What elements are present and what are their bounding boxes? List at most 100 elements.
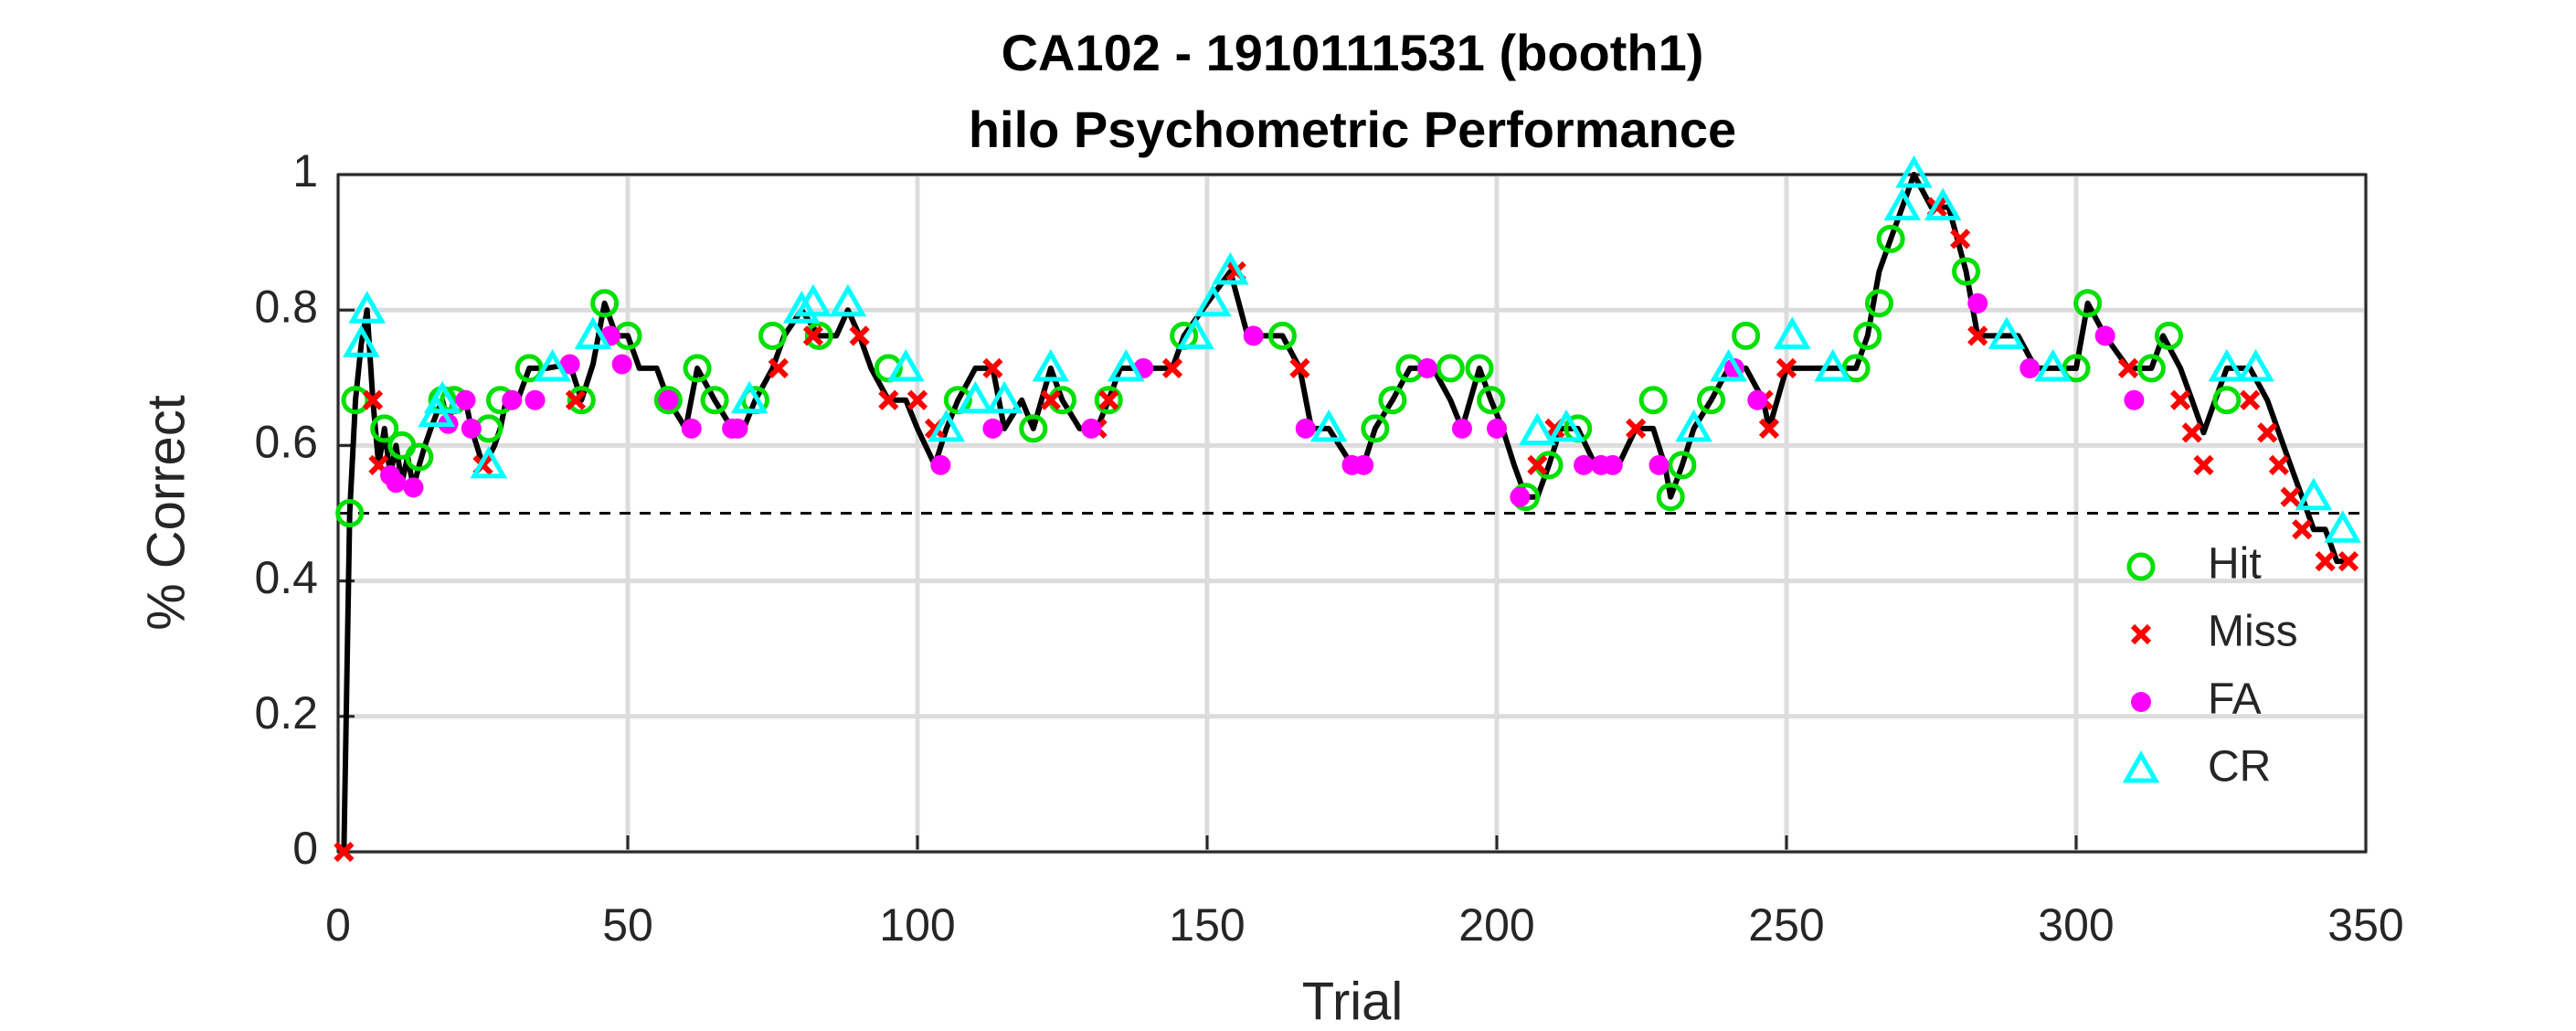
cr-marker	[2295, 477, 2333, 511]
hit-marker	[1638, 386, 1668, 415]
y-tick-label: 1	[292, 145, 318, 197]
fa-marker	[1648, 454, 1670, 475]
hit-marker	[683, 354, 712, 383]
miss-marker	[768, 357, 789, 379]
cr-marker	[2237, 348, 2274, 382]
fa-marker	[386, 473, 407, 494]
hit-marker	[700, 386, 729, 415]
miss-marker	[1527, 454, 1548, 476]
miss-marker	[2130, 623, 2152, 645]
fa-marker	[403, 477, 424, 498]
fa-marker	[2131, 692, 2151, 712]
hit-marker	[341, 386, 370, 415]
hit-marker	[1465, 354, 1494, 383]
miss-marker	[1626, 418, 1647, 439]
cr-marker	[1519, 412, 1556, 446]
miss-marker	[2280, 486, 2301, 507]
chart-subtitle: hilo Psychometric Performance	[969, 101, 1736, 158]
hit-marker	[1864, 289, 1893, 318]
x-tick-label: 100	[879, 899, 955, 951]
cr-marker	[985, 380, 1023, 414]
miss-marker	[1161, 357, 1183, 379]
y-axis-label: % Correct	[136, 395, 196, 631]
cr-marker	[348, 291, 387, 324]
cr-marker	[423, 380, 461, 414]
miss-marker	[906, 389, 928, 410]
miss-marker	[849, 325, 870, 346]
hit-marker	[1019, 414, 1048, 443]
fa-marker	[502, 389, 523, 410]
fa-marker	[1451, 418, 1472, 439]
hit-marker	[1841, 354, 1871, 383]
fa-marker	[658, 389, 679, 410]
miss-marker	[2240, 389, 2261, 410]
hit-marker	[1697, 386, 1726, 415]
hit-marker	[1477, 386, 1506, 415]
hit-marker	[405, 442, 434, 472]
miss-marker	[334, 841, 355, 863]
x-tick-label: 0	[325, 899, 351, 951]
fa-marker	[982, 418, 1003, 439]
hit-marker	[590, 289, 620, 318]
hit-marker	[1436, 354, 1465, 383]
legend-label: Miss	[2208, 608, 2298, 656]
cr-marker	[829, 283, 867, 317]
miss-marker	[1289, 357, 1310, 379]
cr-marker	[794, 283, 832, 317]
cr-marker	[2208, 348, 2246, 382]
fa-marker	[1353, 454, 1374, 475]
x-tick-label: 350	[2327, 899, 2403, 951]
x-tick-label: 250	[1748, 899, 1824, 951]
y-tick-label: 0.8	[254, 281, 318, 332]
chart-title: CA102 - 1910111531 (booth1)	[1002, 24, 1704, 81]
cr-marker	[1924, 187, 1962, 221]
miss-marker	[1040, 389, 1061, 410]
legend-label: FA	[2208, 675, 2262, 724]
hit-marker	[1732, 321, 1761, 350]
cr-marker	[1675, 409, 1712, 442]
miss-marker	[1758, 418, 1780, 439]
x-tick-label: 300	[2038, 899, 2114, 951]
miss-marker	[2268, 454, 2290, 476]
hit-marker	[1952, 257, 1981, 286]
hit-marker	[335, 499, 365, 527]
cr-marker	[1988, 316, 2026, 349]
miss-marker	[1098, 389, 1119, 410]
miss-marker	[362, 389, 384, 410]
x-tick-label: 200	[1458, 899, 1534, 951]
fa-marker	[559, 354, 580, 375]
hit-marker	[1361, 414, 1390, 443]
hit-marker	[2154, 321, 2183, 350]
miss-marker	[878, 389, 899, 410]
fa-marker	[461, 418, 482, 439]
cr-marker	[957, 380, 994, 414]
cr-marker	[2034, 348, 2072, 382]
fa-marker	[1416, 357, 1437, 378]
fa-marker	[1081, 418, 1102, 439]
hit-marker	[567, 386, 596, 415]
cr-marker	[1309, 409, 1348, 442]
hit-marker	[653, 386, 683, 415]
cr-marker	[782, 291, 821, 324]
cr-marker	[1194, 283, 1232, 317]
miss-marker	[565, 389, 587, 410]
cr-marker	[887, 348, 925, 382]
cr-marker	[928, 409, 966, 442]
hit-marker	[758, 321, 787, 350]
miss-marker	[2181, 422, 2202, 443]
hit-marker	[1668, 451, 1697, 480]
fa-marker	[1574, 454, 1595, 475]
miss-marker	[2193, 454, 2214, 476]
fa-marker	[1487, 418, 1507, 439]
cr-marker	[1710, 348, 1747, 382]
cr-marker	[1774, 316, 1811, 349]
fa-marker	[681, 418, 702, 439]
hit-marker	[2136, 354, 2166, 383]
miss-marker	[2337, 550, 2359, 572]
fa-marker	[1243, 325, 1264, 346]
miss-marker	[2169, 389, 2191, 410]
fa-marker	[1967, 292, 1988, 314]
cr-marker	[730, 380, 769, 414]
